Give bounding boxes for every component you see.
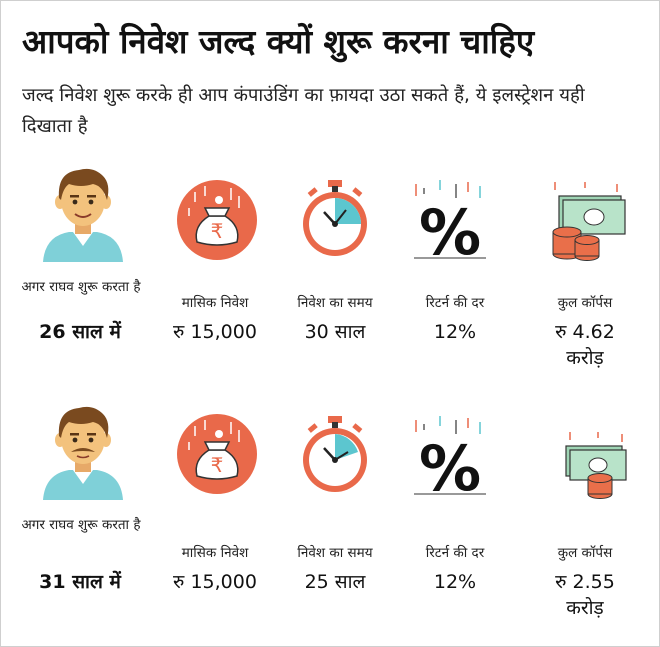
total-corpus-label: कुल कॉर्पस	[557, 545, 613, 561]
rupee-money-bag-icon: ₹	[177, 180, 257, 260]
total-corpus-value: रु 4.62	[555, 321, 615, 343]
monthly-investment-value: रु 15,000	[173, 571, 257, 593]
investment-period-label: निवेश का समय	[297, 545, 373, 561]
total-corpus-value: रु 2.55	[555, 571, 615, 593]
investment-period-value: 30 साल	[304, 321, 366, 343]
page-subtitle: जल्द निवेश शुरू करके ही आप कंपाउंडिंग का…	[22, 85, 585, 137]
age-label: अगर राघव शुरू करता है	[21, 279, 141, 295]
svg-text:%: %	[419, 196, 481, 262]
percent-icon: %	[414, 180, 486, 262]
young-man-icon	[43, 168, 123, 262]
return-rate-label: रिटर्न की दर	[425, 295, 485, 311]
stopwatch-icon	[303, 180, 367, 256]
cash-and-coins-icon	[552, 182, 626, 261]
monthly-investment-value: रु 15,000	[173, 321, 257, 343]
rupee-money-bag-icon: ₹	[177, 414, 257, 494]
man-with-mustache-icon	[43, 406, 123, 500]
return-rate-value: 12%	[433, 321, 477, 343]
svg-text:₹: ₹	[211, 453, 224, 477]
investment-period-label: निवेश का समय	[297, 295, 373, 311]
age-label: अगर राघव शुरू करता है	[21, 517, 141, 533]
svg-text:%: %	[419, 432, 481, 498]
cash-and-coins-icon	[565, 432, 627, 499]
return-rate-label: रिटर्न की दर	[425, 545, 485, 561]
monthly-investment-label: मासिक निवेश	[181, 295, 249, 311]
return-rate-value: 12%	[433, 571, 477, 593]
age-value: 31 साल में	[39, 571, 121, 593]
total-corpus-unit: करोड़	[566, 597, 604, 619]
total-corpus-label: कुल कॉर्पस	[557, 295, 613, 311]
monthly-investment-label: मासिक निवेश	[181, 545, 249, 561]
age-value: 26 साल में	[39, 321, 121, 343]
svg-text:₹: ₹	[211, 219, 224, 243]
total-corpus-unit: करोड़	[566, 347, 604, 369]
percent-icon: %	[414, 416, 486, 498]
page-title: आपको निवेश जल्द क्यों शुरू करना चाहिए	[22, 22, 535, 61]
stopwatch-icon	[303, 416, 367, 492]
investment-period-value: 25 साल	[304, 571, 366, 593]
